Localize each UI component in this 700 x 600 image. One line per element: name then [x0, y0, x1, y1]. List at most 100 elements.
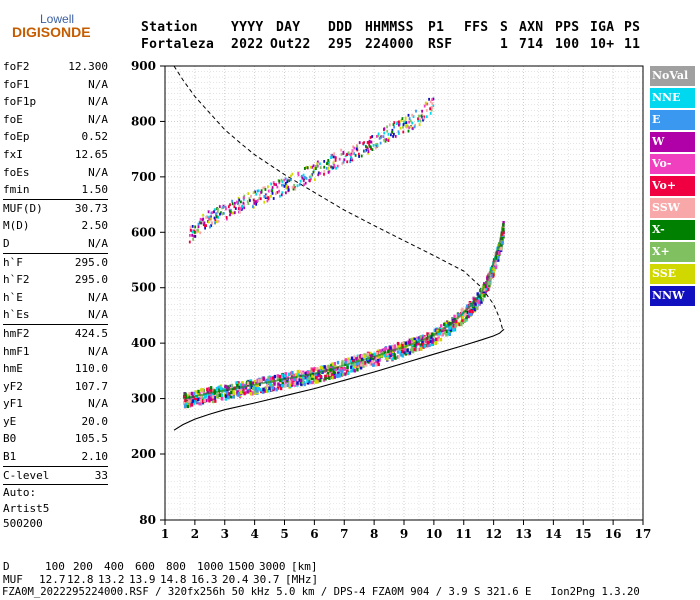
logo-lowell: Lowell — [40, 12, 75, 26]
echo-point-upper — [319, 166, 322, 169]
echo-point-upper — [429, 107, 431, 111]
echo-point — [470, 307, 473, 312]
echo-point — [400, 344, 403, 349]
echo-point — [198, 392, 201, 396]
echo-point — [214, 399, 217, 403]
echo-point-upper — [423, 104, 426, 108]
echo-point-upper — [283, 185, 286, 188]
echo-point-upper — [194, 235, 197, 238]
y-tick-label: 200 — [131, 447, 156, 461]
echo-point — [338, 368, 341, 372]
legend-item-noval: NoVal — [650, 66, 695, 87]
echo-point-upper — [334, 156, 337, 160]
echo-point — [298, 378, 301, 382]
header-value: Fortaleza — [141, 37, 215, 52]
echo-point-upper — [391, 130, 393, 134]
echo-point-upper — [310, 177, 312, 181]
param-row: M(D) 2.50 — [3, 217, 108, 235]
echo-point — [443, 322, 446, 327]
echo-point-upper — [360, 154, 363, 158]
param-row: fmin 1.50 — [3, 181, 108, 199]
echo-point-upper — [387, 132, 390, 136]
echo-point-upper — [298, 183, 301, 186]
echo-point-upper — [258, 193, 261, 197]
echo-point — [336, 373, 339, 378]
echo-point — [406, 348, 409, 352]
echo-point-upper — [398, 120, 400, 124]
echo-point — [301, 380, 304, 384]
echo-point — [440, 324, 443, 328]
param-separator — [3, 323, 108, 325]
echo-point-upper — [214, 221, 216, 224]
echo-point-upper — [432, 104, 435, 108]
echo-point-upper — [207, 220, 210, 224]
muf-table-muf-value: 13.9 — [129, 573, 156, 586]
echo-point-upper — [393, 121, 396, 124]
echo-point — [238, 392, 241, 396]
echo-point — [324, 375, 328, 379]
echo-point-upper — [189, 234, 191, 237]
echo-point-upper — [276, 185, 279, 189]
echo-point — [211, 395, 215, 399]
echo-point-upper — [247, 202, 250, 205]
echo-point — [386, 352, 389, 357]
echo-point — [413, 343, 416, 348]
echo-point — [429, 332, 432, 336]
muf-table-muf-value: 20.4 — [222, 573, 249, 586]
x-tick-label: 8 — [370, 527, 378, 541]
echo-point — [349, 359, 353, 363]
echo-point — [431, 338, 435, 342]
echo-point — [377, 362, 380, 367]
echo-point — [375, 363, 378, 367]
echo-point — [306, 379, 309, 383]
echo-point — [371, 358, 375, 362]
echo-point-upper — [189, 225, 192, 229]
echo-point-upper — [332, 166, 335, 170]
echo-point-upper — [210, 215, 212, 219]
echo-point-upper — [229, 213, 231, 217]
echo-point-upper — [317, 173, 320, 177]
echo-point — [356, 354, 359, 359]
echo-point-upper — [412, 115, 415, 118]
echo-point-upper — [392, 123, 395, 126]
echo-point-upper — [429, 100, 432, 104]
echo-point-upper — [425, 109, 428, 112]
echo-point-upper — [346, 160, 349, 164]
echo-point-upper — [231, 211, 234, 215]
echo-point — [474, 302, 477, 306]
echo-point-upper — [432, 97, 435, 101]
muf-table-d-value: 600 — [135, 560, 155, 573]
echo-point — [262, 387, 265, 391]
echo-point — [267, 376, 270, 380]
echo-point — [373, 352, 376, 356]
echo-point — [201, 395, 204, 399]
echo-point-upper — [316, 162, 319, 166]
echo-point-upper — [201, 218, 204, 222]
echo-trace-core — [182, 226, 504, 400]
echo-point — [437, 333, 440, 338]
echo-point-upper — [377, 134, 380, 137]
echo-point-upper — [422, 118, 424, 122]
param-row: hmF2 424.5 — [3, 325, 108, 343]
echo-point — [415, 343, 418, 347]
param-name: D — [3, 236, 10, 250]
echo-point — [279, 384, 282, 388]
muf-table-d-value: 100 — [45, 560, 65, 573]
param-value: 105.5 — [74, 432, 108, 446]
legend-item-nne: NNE — [650, 87, 695, 109]
echo-point-upper — [304, 167, 306, 170]
echo-point-upper — [340, 148, 342, 152]
echo-point — [219, 388, 223, 392]
echo-point — [367, 355, 370, 359]
legend-item-nnw: NNW — [650, 285, 695, 307]
param-value: N/A — [88, 165, 108, 179]
echo-point — [403, 348, 406, 352]
echo-point — [497, 256, 500, 260]
echo-point-upper — [330, 155, 333, 159]
echo-point — [490, 274, 493, 278]
echo-point-upper — [304, 181, 307, 185]
echo-point — [183, 394, 186, 399]
echo-point — [220, 393, 223, 397]
echo-point — [377, 354, 380, 359]
echo-point-upper — [327, 159, 330, 162]
